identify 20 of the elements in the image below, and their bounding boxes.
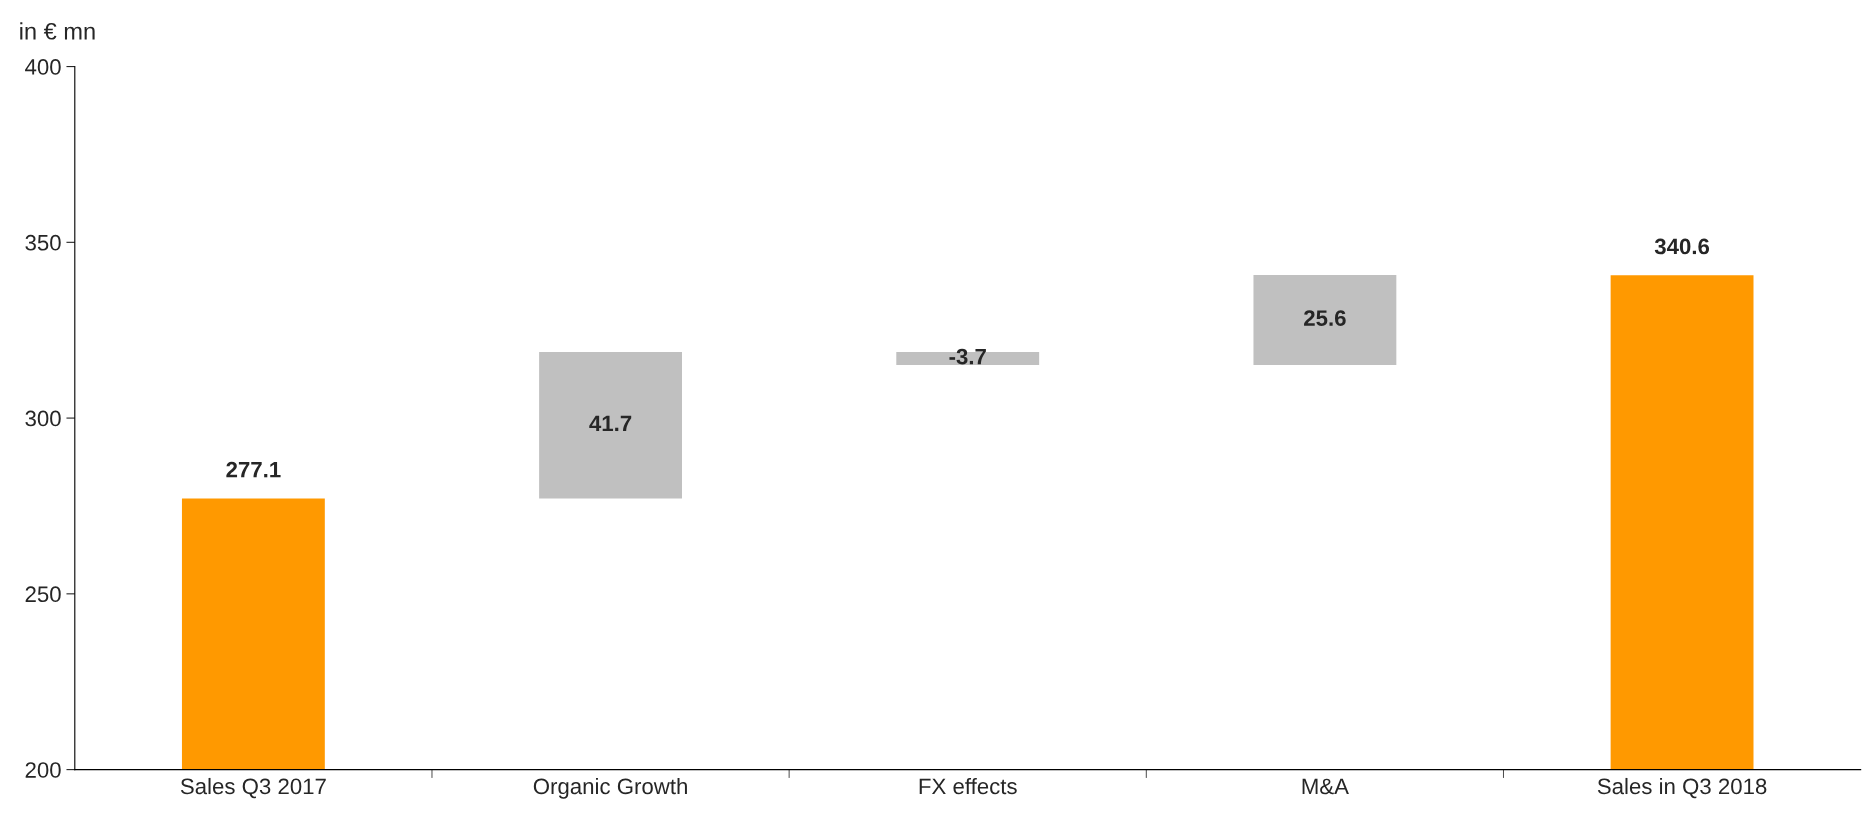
x-tick-label: FX effects <box>919 777 1017 795</box>
bar <box>1610 275 1754 770</box>
data-label: 41.7 <box>589 415 632 432</box>
y-tick-label: 300 <box>25 410 61 427</box>
y-tick-label: 250 <box>25 586 61 603</box>
data-label: 277.1 <box>226 461 281 478</box>
bar <box>1253 275 1397 365</box>
x-tick-label: M&A <box>1302 778 1349 795</box>
bar <box>539 351 682 499</box>
y-tick-label: 200 <box>25 762 61 778</box>
y-axis-title: in € mn <box>20 22 95 40</box>
data-label: -3.7 <box>949 348 986 365</box>
data-label: 25.6 <box>1304 310 1346 326</box>
y-tick-label: 400 <box>25 59 61 75</box>
bar <box>181 498 325 770</box>
x-tick-label: Organic Growth <box>533 777 687 799</box>
x-tick-label: Sales in Q3 2018 <box>1597 777 1767 799</box>
data-label: 340.6 <box>1654 238 1710 255</box>
x-tick-label: Sales Q3 2017 <box>180 777 326 799</box>
y-tick-label: 350 <box>25 234 61 251</box>
